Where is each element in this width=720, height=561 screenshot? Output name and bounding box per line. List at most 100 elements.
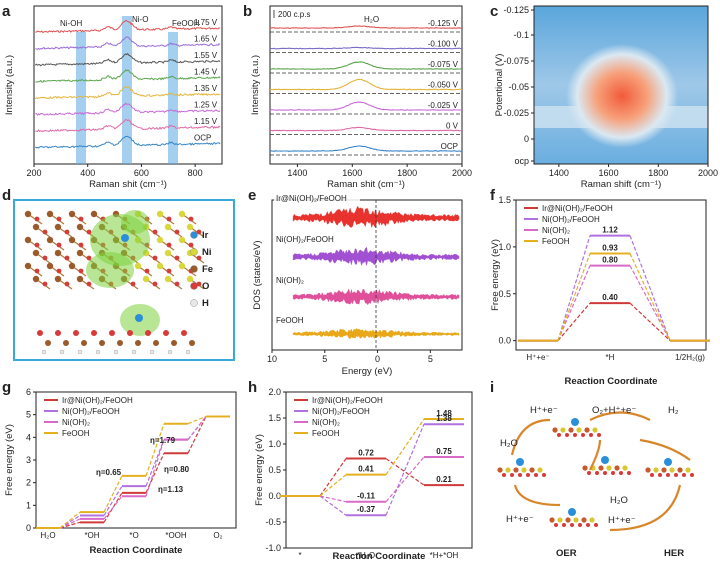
reaction-arrow: [609, 484, 682, 532]
atom: [54, 275, 62, 283]
tick-label: -0.075: [503, 56, 529, 66]
chart-b-xlabel: Raman shit (cm⁻¹): [327, 179, 405, 190]
label-h-e-1: H⁺+e⁻: [530, 405, 558, 416]
slab-atom: [502, 473, 506, 477]
slab-atom: [690, 473, 694, 477]
series-line: [269, 61, 463, 70]
series-label: Ni(OH)₂: [276, 276, 304, 285]
atom: [42, 229, 48, 235]
slab-atom: [611, 471, 615, 475]
atom: [24, 210, 32, 218]
tick-label: 1400: [549, 168, 569, 178]
reaction-arrow: [513, 484, 561, 507]
slab-atom: [614, 465, 620, 471]
slab-atom: [682, 473, 686, 477]
tick-label: ocp: [514, 156, 529, 166]
connector: [59, 511, 81, 529]
tick-label: -1.0: [265, 543, 281, 553]
slab-atom: [573, 517, 579, 523]
legend-label: O: [202, 281, 209, 292]
slab-atom: [549, 517, 555, 523]
atom: [131, 349, 137, 355]
slab-atom: [589, 433, 593, 437]
chart-h-xlabel: Reaction Coordinate: [333, 551, 426, 561]
ir-atom: [571, 418, 579, 426]
tick-label: 2.0: [268, 387, 281, 397]
atom: [113, 349, 119, 355]
series-label: -0.025 V: [428, 101, 459, 110]
chart-a-ylabel: Intensity (a.u.): [4, 55, 15, 115]
panel-label-i: i: [490, 379, 494, 396]
legend-swatch: [190, 248, 198, 256]
ir-atom: [664, 458, 672, 466]
atom: [130, 281, 136, 287]
atom: [78, 242, 84, 248]
connector: [145, 439, 165, 497]
slab-atom: [658, 473, 662, 477]
tick-label: 400: [80, 168, 95, 178]
scale-bar-label: 200 c.p.s: [278, 10, 310, 19]
slab-atom: [622, 465, 628, 471]
atom: [178, 210, 186, 218]
connector: [629, 265, 671, 341]
slab-atom: [603, 471, 607, 475]
series-label: -0.075 V: [428, 60, 459, 69]
band-label-ni-oh: Ni-OH: [60, 19, 82, 28]
value-label: 0.21: [436, 475, 452, 484]
atom: [42, 255, 48, 261]
chart-g: 0 1 2 3 4 5 6 H₂O *OH *O *OOH O₂ η=1.79 η=0.65 η=0.80 η…: [4, 387, 237, 556]
slab-atom: [653, 467, 659, 473]
tick-label: 1800: [397, 168, 417, 178]
chart-g-xlabel: Reaction Coordinate: [90, 545, 183, 556]
chart-a-xlabel: Raman shit (cm⁻¹): [89, 179, 167, 190]
atom: [117, 340, 123, 346]
slab-atom: [595, 471, 599, 475]
atom: [174, 229, 180, 235]
atom: [189, 340, 195, 346]
series-label-bg: [274, 315, 360, 325]
step-label: *H₂O: [357, 551, 375, 560]
legend-label: Ir: [202, 230, 209, 241]
chart-h: -1.0 -0.5 0.0 0.5 1.0 1.5 2.0 * *H₂O *H+*OH 0.72 0.…: [254, 387, 473, 561]
atom: [56, 268, 62, 274]
connector: [59, 518, 81, 529]
dos-area: [292, 328, 460, 340]
chart-e-ylabel: DOS (states/eV): [252, 240, 263, 309]
chart-h-plot: -1.0 -0.5 0.0 0.5 1.0 1.5 2.0 * *H₂O *H+*OH 0.72 0.…: [265, 387, 464, 560]
slab-atom: [560, 427, 566, 433]
tick-label: 1.5: [498, 195, 511, 205]
chart-h-ylabel: Free energy (eV): [254, 434, 265, 506]
series-label-bg: [274, 275, 360, 285]
peak-label-h2o: H₂O: [364, 15, 379, 24]
legend-label: Fe: [202, 264, 213, 275]
chart-f: 0.0 0.5 1.0 1.5 H⁺+e⁻ *H 1/2H₂(g) 0.40 1.12 0.80 0…: [490, 195, 710, 387]
series-label: 1.65 V: [194, 35, 218, 44]
slab-atom: [542, 473, 546, 477]
atom: [186, 223, 194, 231]
atom: [134, 262, 142, 270]
connector: [145, 452, 165, 494]
atom: [166, 242, 172, 248]
tick-label: 2: [26, 478, 31, 488]
value-label: 0.40: [602, 293, 618, 302]
legend-label: FeOOH: [312, 429, 340, 438]
step-label: *H+*OH: [430, 551, 459, 560]
atom: [34, 216, 40, 222]
tick-label: 6: [26, 387, 31, 397]
tick-label: 1.5: [268, 413, 281, 423]
atom: [76, 249, 84, 257]
value-label: 0.93: [602, 243, 618, 252]
slab-atom: [513, 467, 519, 473]
ir-atom: [601, 456, 609, 464]
atom: [64, 281, 70, 287]
atom: [196, 281, 202, 287]
series-line: [35, 36, 221, 50]
panel-label-b: b: [243, 3, 252, 20]
atom: [181, 330, 187, 336]
series-line: [269, 46, 463, 50]
step-label: *OOH: [165, 531, 187, 540]
tick-label: 200: [26, 168, 41, 178]
slab-atom: [497, 467, 503, 473]
schematic-i: H⁺+e⁻ O₂+H⁺+e⁻ H₂ H₂O H₂O H⁺+e⁻ H⁺+e⁻ OE…: [497, 405, 694, 559]
chart-b-xticks: 1400 1600 1800 2000: [287, 164, 472, 178]
